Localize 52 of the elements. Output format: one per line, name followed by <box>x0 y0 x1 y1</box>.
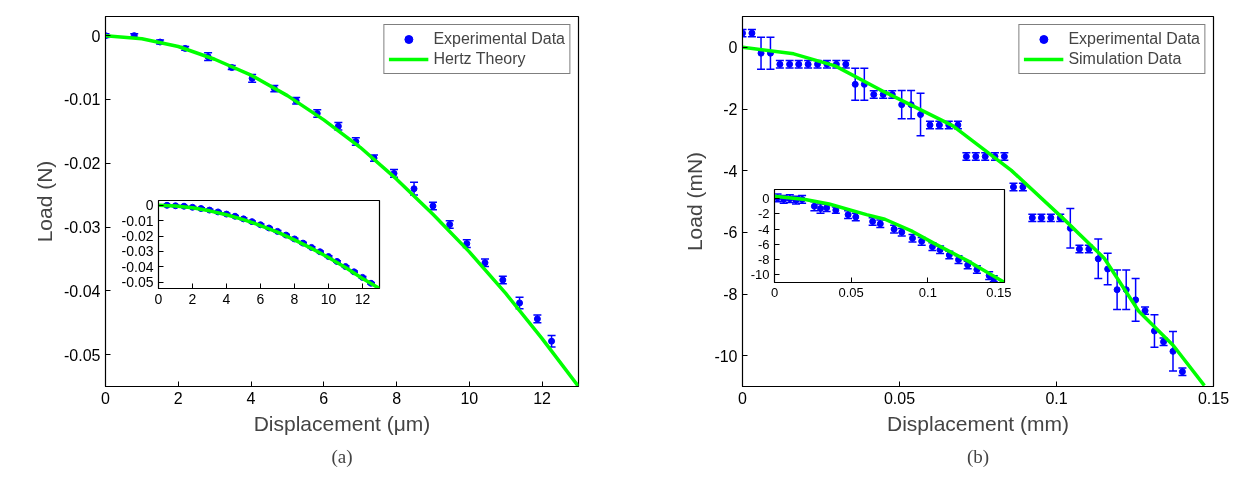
y-tick-label: -2 <box>723 101 738 118</box>
x-tick-label: 0.15 <box>986 284 1012 300</box>
y-tick-label: -6 <box>757 236 770 252</box>
x-tick-label: 0.1 <box>1045 389 1068 407</box>
y-tick-label: -0.01 <box>121 212 154 229</box>
y-tick-label: 0 <box>145 197 154 214</box>
y-tick-label: -4 <box>757 221 770 237</box>
x-tick-label: 12 <box>533 389 552 407</box>
x-tick-label: 6 <box>319 389 329 407</box>
x-tick-label: 8 <box>290 290 299 307</box>
y-tick-label: 0 <box>762 191 770 207</box>
x-tick-label: 0.05 <box>838 284 864 300</box>
legend-label: Experimental Data <box>1068 30 1200 48</box>
y-tick-label: -0.04 <box>64 282 101 300</box>
legend-label: Experimental Data <box>433 30 565 48</box>
y-tick-label: 0 <box>91 27 101 45</box>
x-axis-title: Displacement (mm) <box>886 411 1070 435</box>
y-tick-label: -10 <box>714 347 738 365</box>
x-tick-label: 0.1 <box>918 284 937 300</box>
x-tick-label: 10 <box>320 290 337 307</box>
x-tick-label: 0.15 <box>1197 389 1230 407</box>
legend-label: Hertz Theory <box>433 50 526 68</box>
text: (b) <box>966 445 990 468</box>
y-tick-label: 0 <box>728 39 738 57</box>
x-axis-title: Displacement (μm) <box>253 411 431 435</box>
text: (a) <box>331 445 353 468</box>
x-tick-label: 0.05 <box>883 389 916 407</box>
x-tick-label: 4 <box>222 290 231 307</box>
x-tick-label: 2 <box>188 290 197 307</box>
y-axis-title: Load (N) <box>33 160 57 243</box>
y-tick-label: -8 <box>723 286 738 303</box>
y-tick-label: -0.03 <box>64 219 101 237</box>
x-tick-label: 2 <box>173 389 183 407</box>
x-tick-label: 12 <box>354 290 371 307</box>
y-tick-label: -0.05 <box>121 274 154 291</box>
y-tick-label: -0.03 <box>121 243 154 260</box>
y-tick-label: -4 <box>723 162 738 180</box>
y-tick-label: -8 <box>757 252 770 268</box>
x-tick-label: 10 <box>460 389 479 407</box>
y-tick-label: -0.05 <box>64 346 101 364</box>
y-tick-label: -6 <box>723 224 738 242</box>
y-axis-title: Load (mN) <box>683 151 707 252</box>
x-tick-label: 4 <box>246 389 256 407</box>
y-tick-label: -2 <box>757 206 770 222</box>
x-tick-label: 8 <box>392 389 402 407</box>
legend-label: Simulation Data <box>1068 50 1182 68</box>
y-tick-label: -0.02 <box>121 228 154 245</box>
y-tick-label: -0.04 <box>121 258 154 275</box>
y-tick-label: -10 <box>750 267 770 283</box>
y-tick-label: -0.02 <box>64 155 101 173</box>
x-tick-label: 6 <box>256 290 265 307</box>
y-tick-label: -0.01 <box>64 91 101 109</box>
